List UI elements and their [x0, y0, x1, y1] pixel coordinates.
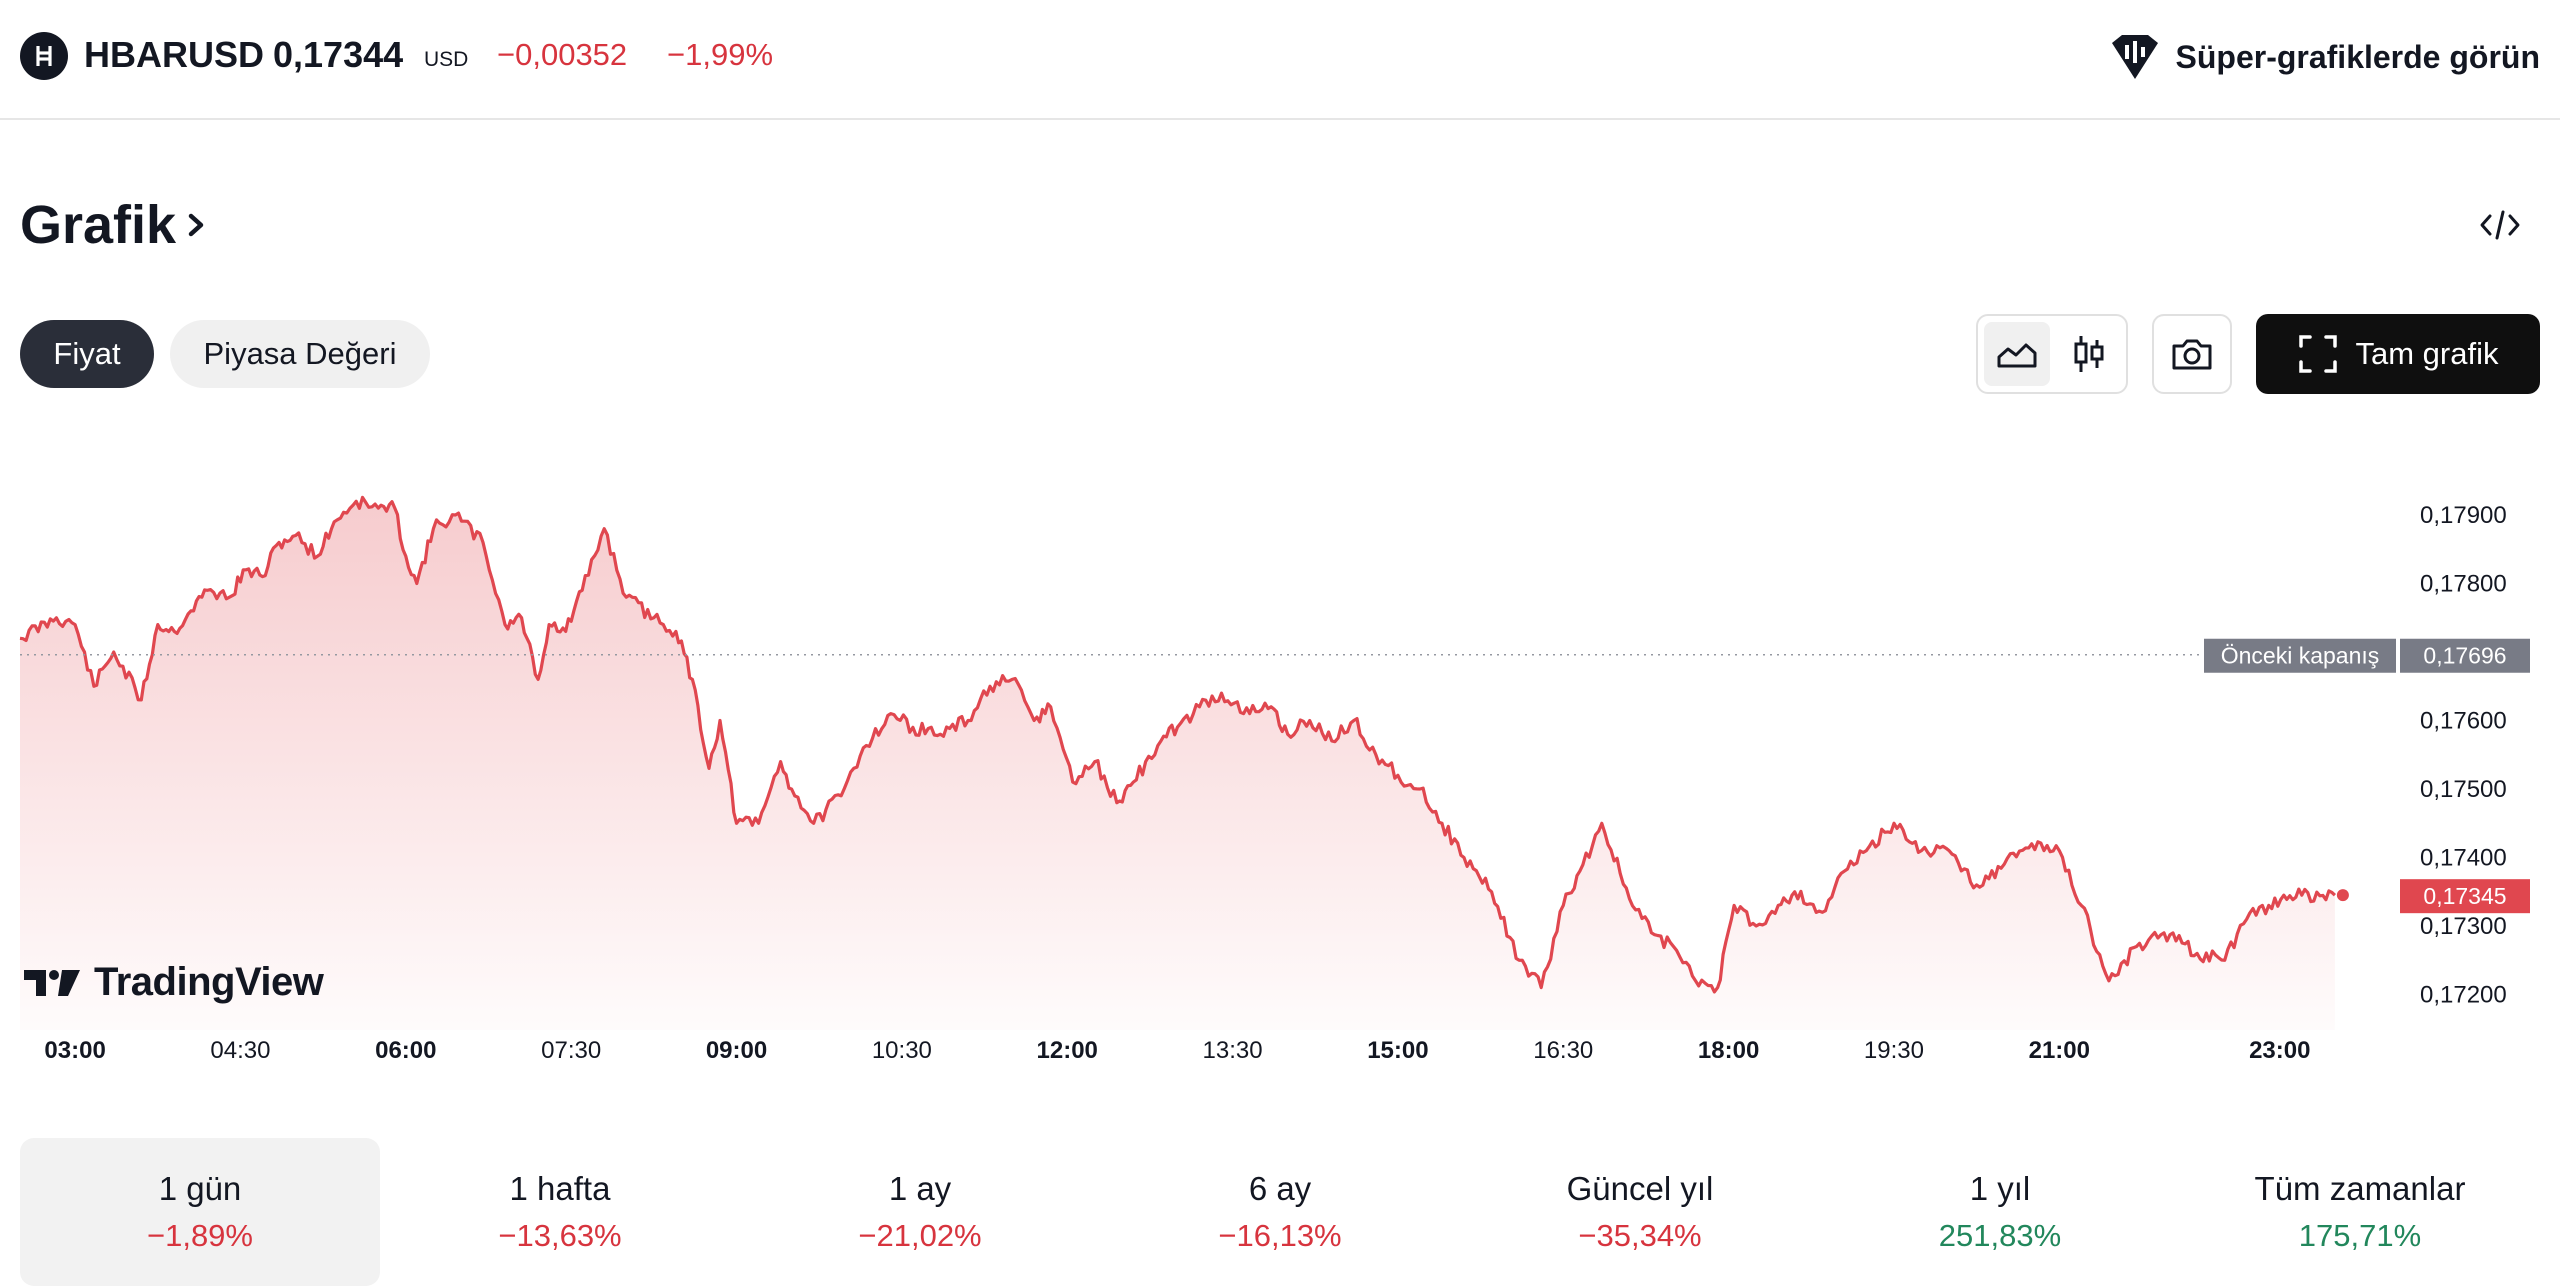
period-label: 6 ay	[1248, 1170, 1312, 1207]
camera-icon	[2172, 339, 2212, 370]
previous-close-value-tag	[2400, 638, 2530, 673]
super-charts-link[interactable]: Süper-grafiklerde görün	[2108, 30, 2541, 84]
price-area-fill	[20, 497, 2335, 1030]
candlestick-icon	[2074, 336, 2104, 372]
hedera-logo-icon	[20, 32, 68, 80]
time-axis: 03:00 04:30 06:00 07:30 09:00 10:30 12:00 13:30…	[44, 1037, 2310, 1064]
x-tick-label: 23:00	[2249, 1037, 2310, 1064]
full-chart-button[interactable]: Tam grafik	[2256, 314, 2540, 394]
price-currency: USD	[424, 48, 469, 71]
x-tick-label: 15:00	[1367, 1037, 1428, 1064]
period-change: 175,71%	[2298, 1218, 2422, 1253]
period-1-month[interactable]: 1 ay −21,02%	[740, 1138, 1100, 1286]
period-change: −16,13%	[1218, 1218, 1342, 1253]
x-tick-label: 04:30	[210, 1037, 270, 1064]
symbol-header: HBARUSD 0,17344 USD −0,00352 −1,99% Süpe…	[0, 0, 2560, 120]
y-tick-label: 0,17200	[2420, 982, 2507, 1009]
period-label: 1 hafta	[509, 1170, 611, 1207]
period-1-day[interactable]: 1 gün −1,89%	[20, 1138, 380, 1286]
period-label: 1 ay	[888, 1170, 952, 1207]
x-tick-label: 06:00	[375, 1037, 436, 1064]
previous-close-marker: Önceki kapanış 0,17696	[20, 638, 2530, 673]
code-icon	[2480, 210, 2520, 240]
chevron-right-icon	[188, 213, 204, 237]
price-axis: 0,17900 0,17800 0,17600 0,17500 0,17400 0,173…	[2420, 502, 2507, 1009]
chart-series	[19, 495, 2336, 1030]
tab-price[interactable]: Fiyat	[20, 320, 154, 388]
x-tick-label: 09:00	[706, 1037, 767, 1064]
tradingview-wordmark: TradingView	[94, 960, 324, 1004]
x-tick-label: 18:00	[1698, 1037, 1759, 1064]
x-tick-label: 03:00	[44, 1037, 105, 1064]
period-6-months[interactable]: 6 ay −16,13%	[1100, 1138, 1460, 1286]
embed-code-button[interactable]	[2472, 198, 2528, 252]
price-change-percent: −1,99%	[667, 37, 774, 72]
price-chart[interactable]: Önceki kapanış 0,17696 0,179000,178000,17…	[0, 430, 2560, 1090]
y-tick-label: 0,17500	[2420, 776, 2507, 803]
super-charts-label: Süper-grafiklerde görün	[2175, 38, 2541, 75]
period-label: Tüm zamanlar	[2254, 1170, 2466, 1207]
x-tick-label: 19:30	[1864, 1037, 1924, 1064]
x-tick-label: 13:30	[1203, 1037, 1263, 1064]
chart-section-title[interactable]: Grafik	[20, 194, 210, 256]
x-tick-label: 07:30	[541, 1037, 601, 1064]
symbol-name: HBARUSD	[84, 34, 264, 75]
full-chart-label: Tam grafik	[2355, 336, 2499, 371]
x-tick-label: 16:30	[1533, 1037, 1593, 1064]
period-change: −35,34%	[1578, 1218, 1702, 1253]
area-chart-button[interactable]	[1984, 322, 2050, 386]
y-tick-label: 0,17900	[2420, 502, 2507, 529]
tab-market-cap[interactable]: Piyasa Değeri	[170, 320, 430, 388]
area-chart-icon	[1997, 343, 2037, 368]
previous-close-label-tag	[2204, 638, 2396, 673]
period-label: 1 yıl	[1969, 1170, 2031, 1207]
screenshot-button[interactable]	[2152, 314, 2232, 394]
performance-periods: 1 gün −1,89% 1 hafta −13,63% 1 ay −21,02…	[20, 1138, 2540, 1286]
y-tick-label: 0,17600	[2420, 708, 2507, 735]
last-price-value: 0,17345	[2423, 883, 2506, 909]
period-label: 1 gün	[158, 1170, 242, 1207]
last-price-marker: 0,17345	[2336, 879, 2530, 914]
period-change: −21,02%	[858, 1218, 982, 1253]
y-tick-label: 0,17800	[2420, 571, 2507, 598]
super-charts-icon	[2111, 35, 2158, 79]
y-tick-label: 0,17400	[2420, 845, 2507, 872]
x-tick-label: 21:00	[2029, 1037, 2090, 1064]
chart-section-title-text: Grafik	[20, 195, 177, 255]
last-price-dot	[2336, 889, 2349, 902]
price-line	[19, 495, 2336, 994]
period-change: −13,63%	[498, 1218, 622, 1253]
last-price-tag	[2400, 879, 2530, 914]
period-change: 251,83%	[1938, 1218, 2062, 1253]
chart-type-toggle	[1976, 314, 2128, 394]
period-label: Güncel yıl	[1566, 1170, 1714, 1207]
tradingview-logo[interactable]: TradingView	[22, 960, 324, 1005]
x-tick-label: 10:30	[872, 1037, 932, 1064]
y-tick-label: 0,17300	[2420, 913, 2507, 940]
period-1-year[interactable]: 1 yıl 251,83%	[1820, 1138, 2180, 1286]
candlestick-chart-button[interactable]	[2056, 322, 2122, 386]
period-all-time[interactable]: Tüm zamanlar 175,71%	[2180, 1138, 2540, 1286]
period-change: −1,89%	[146, 1218, 253, 1253]
previous-close-label: Önceki kapanış	[2221, 643, 2380, 669]
previous-close-value: 0,17696	[2423, 643, 2506, 669]
x-tick-label: 12:00	[1037, 1037, 1098, 1064]
fullscreen-icon	[2298, 335, 2337, 373]
period-1-week[interactable]: 1 hafta −13,63%	[380, 1138, 740, 1286]
tradingview-logo-icon	[24, 969, 80, 996]
symbol-price: 0,17344	[273, 34, 404, 75]
period-year-to-date[interactable]: Güncel yıl −35,34%	[1460, 1138, 1820, 1286]
price-change: −0,00352	[497, 37, 628, 72]
